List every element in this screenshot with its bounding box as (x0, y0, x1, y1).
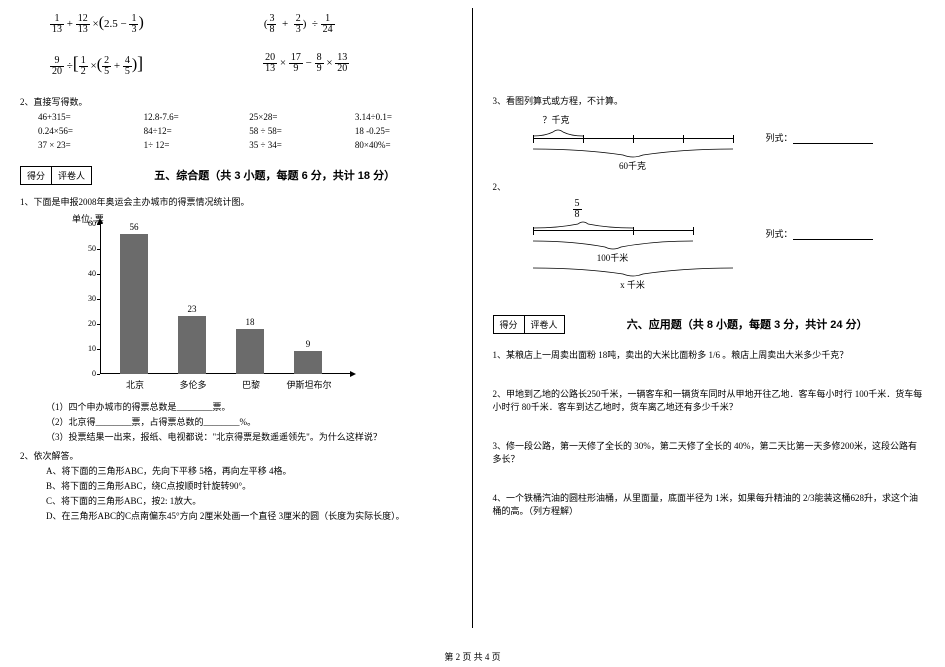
vote-bar-chart: 单位: 票 010203040506056北京23多伦多18巴黎9伊斯坦布尔 (60, 214, 360, 394)
q5-2-c: C、将下面的三角形ABC，按2: 1放大。 (46, 494, 453, 507)
bar-value-label: 9 (294, 339, 322, 349)
diag1-bottom: 60千克 (533, 159, 733, 172)
q5-1-sub1: （1）四个申办城市的得票总数是________票。 (46, 400, 453, 413)
diag1-top: ？千克 (543, 113, 893, 126)
bar (120, 234, 148, 374)
bar-value-label: 23 (178, 304, 206, 314)
section-6-title: 六、应用题（共 8 小题，每题 3 分，共计 24 分） (627, 319, 868, 331)
bar-value-label: 56 (120, 222, 148, 232)
bar (294, 351, 322, 374)
y-tick: 0 (80, 369, 96, 378)
bar (178, 316, 206, 374)
section-5-title: 五、综合题（共 3 小题，每题 6 分，共计 18 分） (154, 170, 395, 182)
q6-1: 1、某粮店上一周卖出面粉 18吨，卖出的大米比面粉多 1/6 。粮店上周卖出大米… (493, 348, 926, 361)
equation-row-1: 113 + 1213 ×(2.5 − 13) (38 + 23) ÷ 124 (50, 14, 453, 35)
q6-4: 4、一个铁桶汽油的圆柱形油桶，从里面量，底面半径为 1米，如果每升精油的 2/3… (493, 491, 926, 517)
arith-cell: 0.24×56= (38, 126, 136, 136)
arith-cell: 35 ÷ 34= (249, 140, 347, 150)
expression-1b: (38 + 23) ÷ 124 (264, 14, 335, 35)
arith-cell: 3.14÷0.1= (355, 112, 453, 122)
diag1-answer: 列式： (765, 131, 872, 144)
y-tick: 40 (80, 269, 96, 278)
y-tick: 10 (80, 344, 96, 353)
category-label: 多伦多 (168, 378, 218, 391)
page-footer: 第 2 页 共 4 页 (0, 650, 945, 663)
bar (236, 329, 264, 374)
diagram-2: 58 100千米 x 千米 列式： (513, 199, 873, 291)
arithmetic-grid: 46+315= 12.8-7.6= 25×28= 3.14÷0.1= 0.24×… (38, 112, 453, 150)
q3-title: 3、看图列算式或方程，不计算。 (493, 94, 926, 107)
q5-1: 1、下面是申报2008年奥运会主办城市的得票情况统计图。 (20, 195, 453, 208)
category-label: 巴黎 (226, 378, 276, 391)
y-tick: 50 (80, 244, 96, 253)
q5-2-d: D、在三角形ABC的C点南偏东45°方向 2厘米处画一个直径 3厘米的圆（长度为… (46, 509, 453, 522)
score-label: 得分 (494, 316, 525, 333)
y-tick: 30 (80, 294, 96, 303)
bar-value-label: 18 (236, 317, 264, 327)
diag2-label: 2、 (493, 180, 926, 193)
expression-1a: 113 + 1213 ×(2.5 − 13) (50, 14, 144, 35)
column-divider (472, 8, 473, 628)
arith-cell: 1÷ 12= (144, 140, 242, 150)
arith-cell: 58 ÷ 58= (249, 126, 347, 136)
equation-row-2: 920 ÷[12 ×(25 + 45)] 2013 × 179 − 89 × 1… (50, 53, 453, 77)
score-label: 得分 (21, 167, 52, 184)
category-label: 伊斯坦布尔 (284, 378, 334, 391)
arith-cell: 25×28= (249, 112, 347, 122)
arith-cell: 46+315= (38, 112, 136, 122)
grader-label: 评卷人 (52, 167, 91, 184)
q5-2-a: A、将下面的三角形ABC，先向下平移 5格，再向左平移 4格。 (46, 464, 453, 477)
q2-title: 2、直接写得数。 (20, 95, 453, 108)
diagram-1: ？千克 60千克 列式： (513, 113, 873, 172)
q5-1-sub3: （3）投票结果一出来，报纸、电视都说："北京得票是数遥遥领先"。为什么这样说？ (46, 430, 453, 443)
q6-2: 2、甲地到乙地的公路长250千米，一辆客车和一辆货车同时从甲地开往乙地．客车每小… (493, 387, 926, 413)
expression-2b: 2013 × 179 − 89 × 1320 (263, 53, 349, 77)
diag2-answer: 列式： (765, 227, 872, 240)
q6-3: 3、修一段公路，第一天修了全长的 30%，第二天修了全长的 40%，第二天比第一… (493, 439, 926, 465)
right-column: 3、看图列算式或方程，不计算。 ？千克 60千克 列式： (473, 0, 945, 640)
arith-cell: 80×40%= (355, 140, 453, 150)
q5-2: 2、依次解答。 (20, 449, 453, 462)
arith-cell: 12.8-7.6= (144, 112, 242, 122)
arith-cell: 37 × 23= (38, 140, 136, 150)
q5-1-sub2: （2）北京得________票，占得票总数的________%。 (46, 415, 453, 428)
diag2-bottom: 100千米 (533, 251, 693, 264)
y-tick: 60 (80, 219, 96, 228)
y-tick: 20 (80, 319, 96, 328)
arith-cell: 18 -0.25= (355, 126, 453, 136)
arith-cell: 84÷12= (144, 126, 242, 136)
grader-label: 评卷人 (525, 316, 564, 333)
score-box-6: 得分 评卷人 (493, 315, 565, 334)
category-label: 北京 (110, 378, 160, 391)
left-column: 113 + 1213 ×(2.5 − 13) (38 + 23) ÷ 124 9… (0, 0, 473, 640)
expression-2a: 920 ÷[12 ×(25 + 45)] (50, 53, 143, 77)
q5-2-b: B、将下面的三角形ABC，绕C点按顺时针旋转90°。 (46, 479, 453, 492)
score-box-5: 得分 评卷人 (20, 166, 92, 185)
diag2-extra: x 千米 (533, 278, 733, 291)
